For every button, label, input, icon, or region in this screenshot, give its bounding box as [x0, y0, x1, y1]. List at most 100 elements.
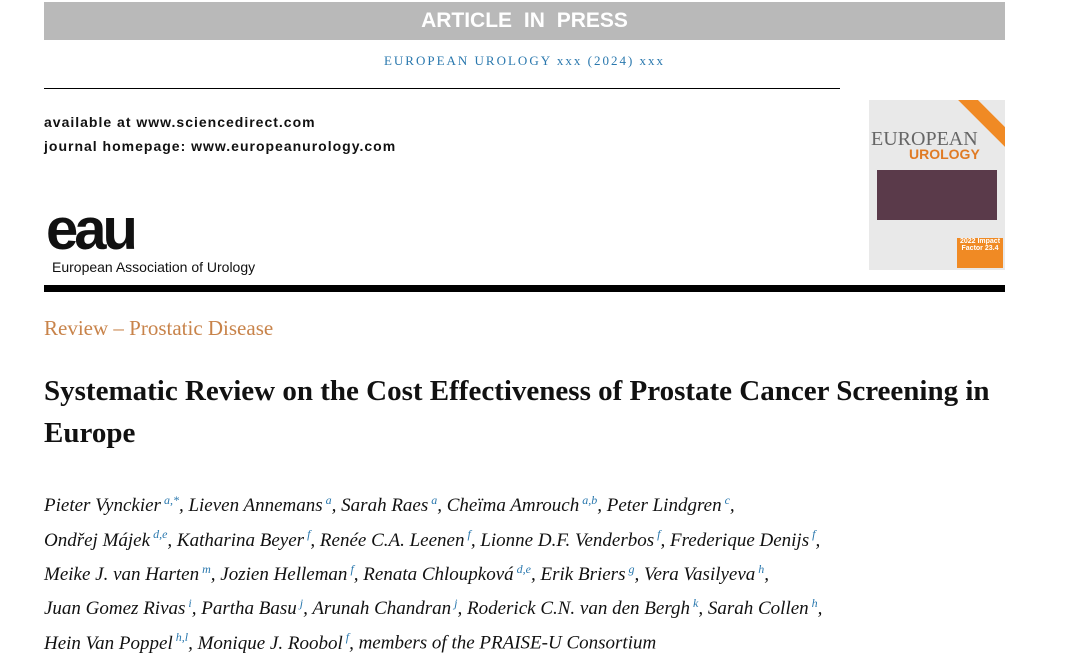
affiliation: k: [693, 595, 699, 610]
separator: ,: [188, 632, 193, 654]
separator: ,: [349, 632, 354, 654]
author-name: Hein Van Poppel: [44, 632, 173, 654]
author: Sarah Collen h,: [707, 595, 823, 620]
author: Katharina Beyer f,: [176, 527, 316, 551]
separator: ,: [178, 495, 184, 517]
author-name: Jozien Helleman: [220, 563, 348, 585]
author-name: Partha Basu: [201, 598, 297, 620]
author: Juan Gomez Rivas i,: [44, 595, 197, 619]
author: Jozien Helleman f,: [220, 561, 359, 585]
author-name: Pieter Vynckier: [44, 495, 161, 517]
separator: ,: [310, 529, 316, 551]
author: Meike J. van Harten m,: [44, 561, 216, 585]
affiliation: a,b: [582, 493, 598, 507]
banner: ARTICLE IN PRESS: [44, 2, 1005, 40]
authors: Pieter Vynckier a,*, Lieven Annemans a, Sa…: [44, 486, 822, 658]
separator: ,: [815, 529, 821, 551]
affiliation: h: [811, 595, 818, 610]
affiliation: m: [202, 561, 211, 576]
author-name: Ondřej Májek: [44, 529, 151, 551]
author: Erik Briers g,: [540, 561, 640, 585]
affiliation: a,*: [163, 493, 179, 507]
author-name: Sarah Raes: [341, 495, 429, 517]
author: Cheïma Amrouch a,b,: [446, 493, 602, 517]
author: Roderick C.N. van den Bergh k,: [466, 595, 704, 620]
author: Sarah Raes a,: [341, 493, 442, 517]
author-name: Lionne D.F. Venderbos: [480, 529, 655, 551]
homepage-link[interactable]: journal homepage: www.europeanurology.co…: [44, 138, 397, 154]
available-link[interactable]: available at www.sciencedirect.com: [44, 114, 316, 130]
logo: eau: [46, 197, 138, 262]
separator: ,: [353, 563, 359, 585]
separator: ,: [210, 563, 216, 585]
thick-rule: [44, 285, 1005, 292]
separator: ,: [634, 563, 640, 585]
journal-line: EUROPEAN UROLOGY xxx (2024) xxx: [383, 53, 666, 68]
separator: ,: [698, 598, 704, 620]
author: Vera Vasilyeva h,: [643, 561, 770, 585]
affiliation: h,l: [175, 630, 189, 645]
page: {"header": {"banner": "ARTICLE IN PRESS"…: [44, 2, 1005, 654]
author-name: Erik Briers: [540, 563, 626, 585]
affiliation: h: [758, 561, 765, 576]
affiliation: d,e: [153, 527, 168, 542]
author: Lieven Annemans a,: [188, 493, 337, 517]
cover-title: UROLOGY: [909, 146, 980, 162]
author: Frederique Denijs f,: [669, 527, 821, 551]
affiliation: g: [628, 561, 635, 576]
rule: [44, 88, 840, 89]
affiliation: f: [657, 527, 661, 542]
author-name: Vera Vasilyeva: [643, 563, 756, 585]
cover-title: EUROPEAN: [871, 128, 978, 150]
author-line: Meike J. van Harten m, Jozien Helleman f, …: [44, 555, 822, 589]
journal-cover[interactable]: EUROPEAN UROLOGY 2022 Impact Factor 23.4: [869, 100, 1005, 270]
author-name: Arunah Chandran: [312, 598, 452, 620]
affiliation: j: [299, 595, 304, 610]
author-name: Lieven Annemans: [188, 495, 323, 517]
separator: ,: [167, 529, 173, 551]
author-name: members of the PRAISE-U Consortium: [358, 632, 657, 654]
author: Renata Chloupková d,e,: [363, 561, 536, 585]
author-name: Roderick C.N. van den Bergh: [466, 598, 691, 620]
author-line: Hein Van Poppel h,l, Monique J. Roobol f, …: [44, 623, 822, 657]
affiliation: d,e: [516, 561, 531, 576]
separator: ,: [437, 495, 442, 517]
affiliation: c: [724, 493, 730, 507]
cover-impact: 2022 Impact Factor 23.4: [957, 238, 1003, 268]
author-name: Frederique Denijs: [669, 529, 810, 551]
affiliation: f: [812, 527, 816, 542]
author-line: Pieter Vynckier a,*, Lieven Annemans a, Sa…: [44, 486, 822, 520]
author-line: Ondřej Májek d,e, Katharina Beyer f, Renée…: [44, 520, 822, 554]
author-name: Sarah Collen: [707, 598, 809, 620]
author-name: Cheïma Amrouch: [446, 495, 580, 517]
affiliation: j: [454, 595, 458, 610]
separator: ,: [531, 563, 536, 585]
author: Monique J. Roobol f,: [197, 630, 354, 654]
author: Arunah Chandran j,: [312, 595, 463, 620]
separator: ,: [660, 529, 666, 551]
author: Pieter Vynckier a,*,: [44, 493, 184, 517]
author: Peter Lindgren c,: [606, 493, 735, 517]
author-name: Renata Chloupková: [363, 563, 514, 585]
separator: ,: [817, 598, 823, 620]
affiliation: a: [325, 493, 332, 507]
author: Ondřej Májek d,e,: [44, 527, 173, 551]
author-name: Monique J. Roobol: [197, 632, 343, 654]
separator: ,: [303, 598, 308, 620]
affiliation: f: [467, 527, 471, 542]
author-name: Peter Lindgren: [606, 495, 722, 517]
author-name: Renée C.A. Leenen: [319, 529, 465, 551]
separator: ,: [457, 598, 463, 620]
author-line: Juan Gomez Rivas i, Partha Basu j, Arunah …: [44, 589, 822, 623]
author: Hein Van Poppel h,l,: [44, 630, 193, 654]
category: Review – Prostatic Disease: [44, 316, 274, 340]
affiliation: i: [188, 595, 192, 610]
article-title: Systematic Review on the Cost Effectiven…: [44, 375, 990, 449]
separator: ,: [331, 495, 337, 517]
separator: ,: [597, 495, 602, 517]
author: Lionne D.F. Venderbos f,: [480, 527, 666, 551]
affiliation: f: [350, 561, 354, 576]
author-name: Katharina Beyer: [176, 529, 305, 551]
cover-image: [877, 170, 997, 220]
separator: ,: [764, 563, 770, 585]
